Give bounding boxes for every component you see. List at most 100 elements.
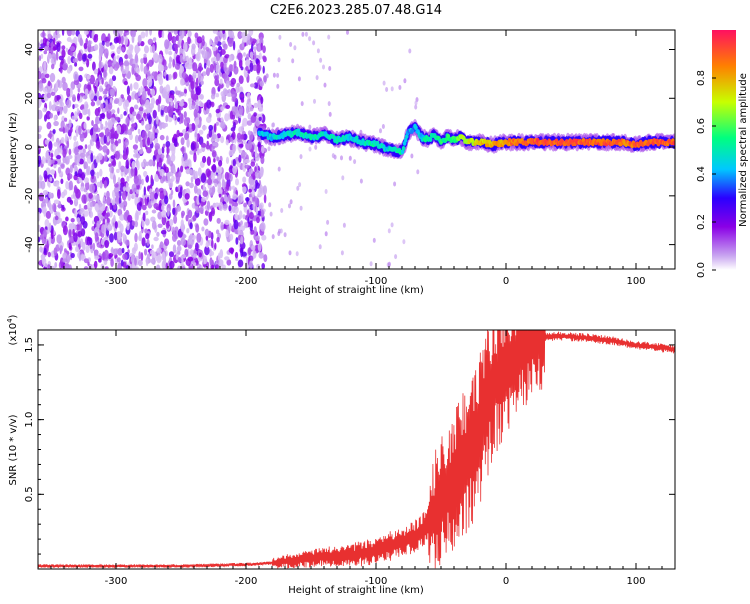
noise-speckle — [105, 120, 108, 127]
noise-speckle — [208, 211, 213, 222]
noise-speckle — [245, 66, 249, 71]
noise-speckle — [206, 156, 211, 167]
noise-speckle — [224, 256, 230, 261]
noise-speckle — [40, 39, 43, 44]
noise-speckle — [369, 261, 373, 267]
snr-y-multiplier: (x104) — [6, 314, 19, 345]
noise-speckle — [134, 196, 139, 206]
noise-speckle — [203, 102, 207, 111]
noise-speckle — [206, 116, 212, 123]
noise-speckle — [81, 194, 87, 204]
noise-speckle — [260, 96, 264, 105]
spectrogram-x-axis-label: Height of straight line (km) — [288, 285, 424, 296]
noise-speckle — [180, 99, 184, 107]
noise-speckle — [60, 178, 64, 185]
noise-speckle — [249, 106, 254, 112]
noise-speckle — [68, 148, 72, 156]
noise-speckle — [232, 165, 238, 175]
noise-speckle — [237, 222, 241, 228]
noise-speckle — [283, 232, 287, 238]
noise-speckle — [225, 80, 230, 89]
noise-speckle — [43, 247, 47, 254]
noise-speckle — [84, 144, 88, 150]
noise-speckle — [293, 45, 297, 51]
noise-speckle — [68, 180, 73, 191]
noise-speckle — [199, 94, 204, 100]
noise-speckle — [210, 264, 215, 269]
noise-speckle — [188, 123, 192, 130]
noise-speckle — [194, 32, 199, 39]
noise-speckle — [198, 136, 204, 145]
noise-speckle — [211, 150, 217, 158]
noise-speckle — [78, 50, 82, 60]
trace-core — [672, 140, 675, 146]
noise-speckle — [258, 107, 264, 112]
noise-speckle — [116, 168, 120, 174]
noise-speckle — [66, 37, 72, 42]
snr-axes: -300 -200 -100 0 100 0.5 1.0 1.5 — [24, 330, 676, 587]
noise-speckle — [45, 151, 50, 161]
noise-speckle — [146, 147, 152, 154]
noise-speckle — [60, 145, 63, 155]
noise-speckle — [201, 226, 205, 232]
noise-speckle — [139, 139, 143, 149]
noise-speckle — [189, 222, 193, 230]
noise-speckle — [158, 30, 162, 39]
snr-y-axis-label: SNR (10 * v/v) — [8, 414, 19, 485]
noise-speckle — [73, 135, 77, 142]
noise-speckle — [260, 42, 263, 51]
noise-speckle — [200, 142, 207, 148]
noise-speckle — [62, 81, 68, 91]
noise-speckle — [318, 244, 322, 250]
noise-speckle — [188, 74, 193, 83]
noise-speckle — [67, 55, 71, 65]
noise-speckle — [119, 214, 125, 221]
noise-speckle — [220, 49, 226, 55]
noise-speckle — [205, 241, 210, 248]
noise-speckle — [200, 265, 203, 269]
noise-speckle — [140, 62, 144, 72]
noise-speckle — [70, 126, 73, 133]
noise-speckle — [101, 33, 107, 43]
noise-speckle — [216, 31, 221, 36]
noise-speckle — [161, 146, 165, 154]
noise-speckle — [240, 196, 244, 203]
noise-speckle — [156, 74, 162, 82]
noise-speckle — [196, 147, 200, 156]
noise-speckle — [84, 88, 89, 96]
colorbar-gradient — [712, 30, 736, 270]
noise-speckle — [38, 125, 43, 131]
noise-speckle — [144, 45, 149, 54]
noise-speckle — [261, 234, 267, 241]
noise-speckle — [159, 190, 165, 200]
noise-speckle — [228, 30, 233, 38]
noise-speckle — [114, 221, 118, 229]
noise-speckle — [314, 144, 318, 150]
noise-speckle — [55, 181, 60, 188]
noise-speckle — [102, 108, 106, 113]
noise-speckle — [77, 93, 80, 102]
noise-speckle — [104, 240, 109, 248]
noise-speckle — [272, 72, 276, 78]
noise-speckle — [79, 37, 83, 46]
noise-speckle — [150, 97, 155, 105]
noise-speckle — [159, 85, 164, 94]
noise-speckle — [77, 145, 83, 150]
noise-speckle — [200, 80, 204, 86]
noise-speckle — [181, 145, 185, 155]
noise-speckle — [57, 166, 62, 174]
noise-speckle — [195, 86, 201, 96]
trace-core — [428, 137, 433, 143]
noise-speckle — [193, 70, 197, 76]
noise-speckle — [231, 185, 235, 190]
noise-speckle — [64, 248, 67, 253]
noise-speckle — [189, 162, 192, 168]
noise-speckle — [141, 237, 146, 247]
noise-speckle — [112, 248, 118, 256]
noise-speckle — [113, 144, 117, 150]
noise-speckle — [180, 137, 185, 146]
noise-speckle — [242, 186, 247, 194]
noise-speckle — [78, 112, 83, 120]
noise-speckle — [65, 216, 69, 222]
noise-speckle — [237, 52, 243, 61]
